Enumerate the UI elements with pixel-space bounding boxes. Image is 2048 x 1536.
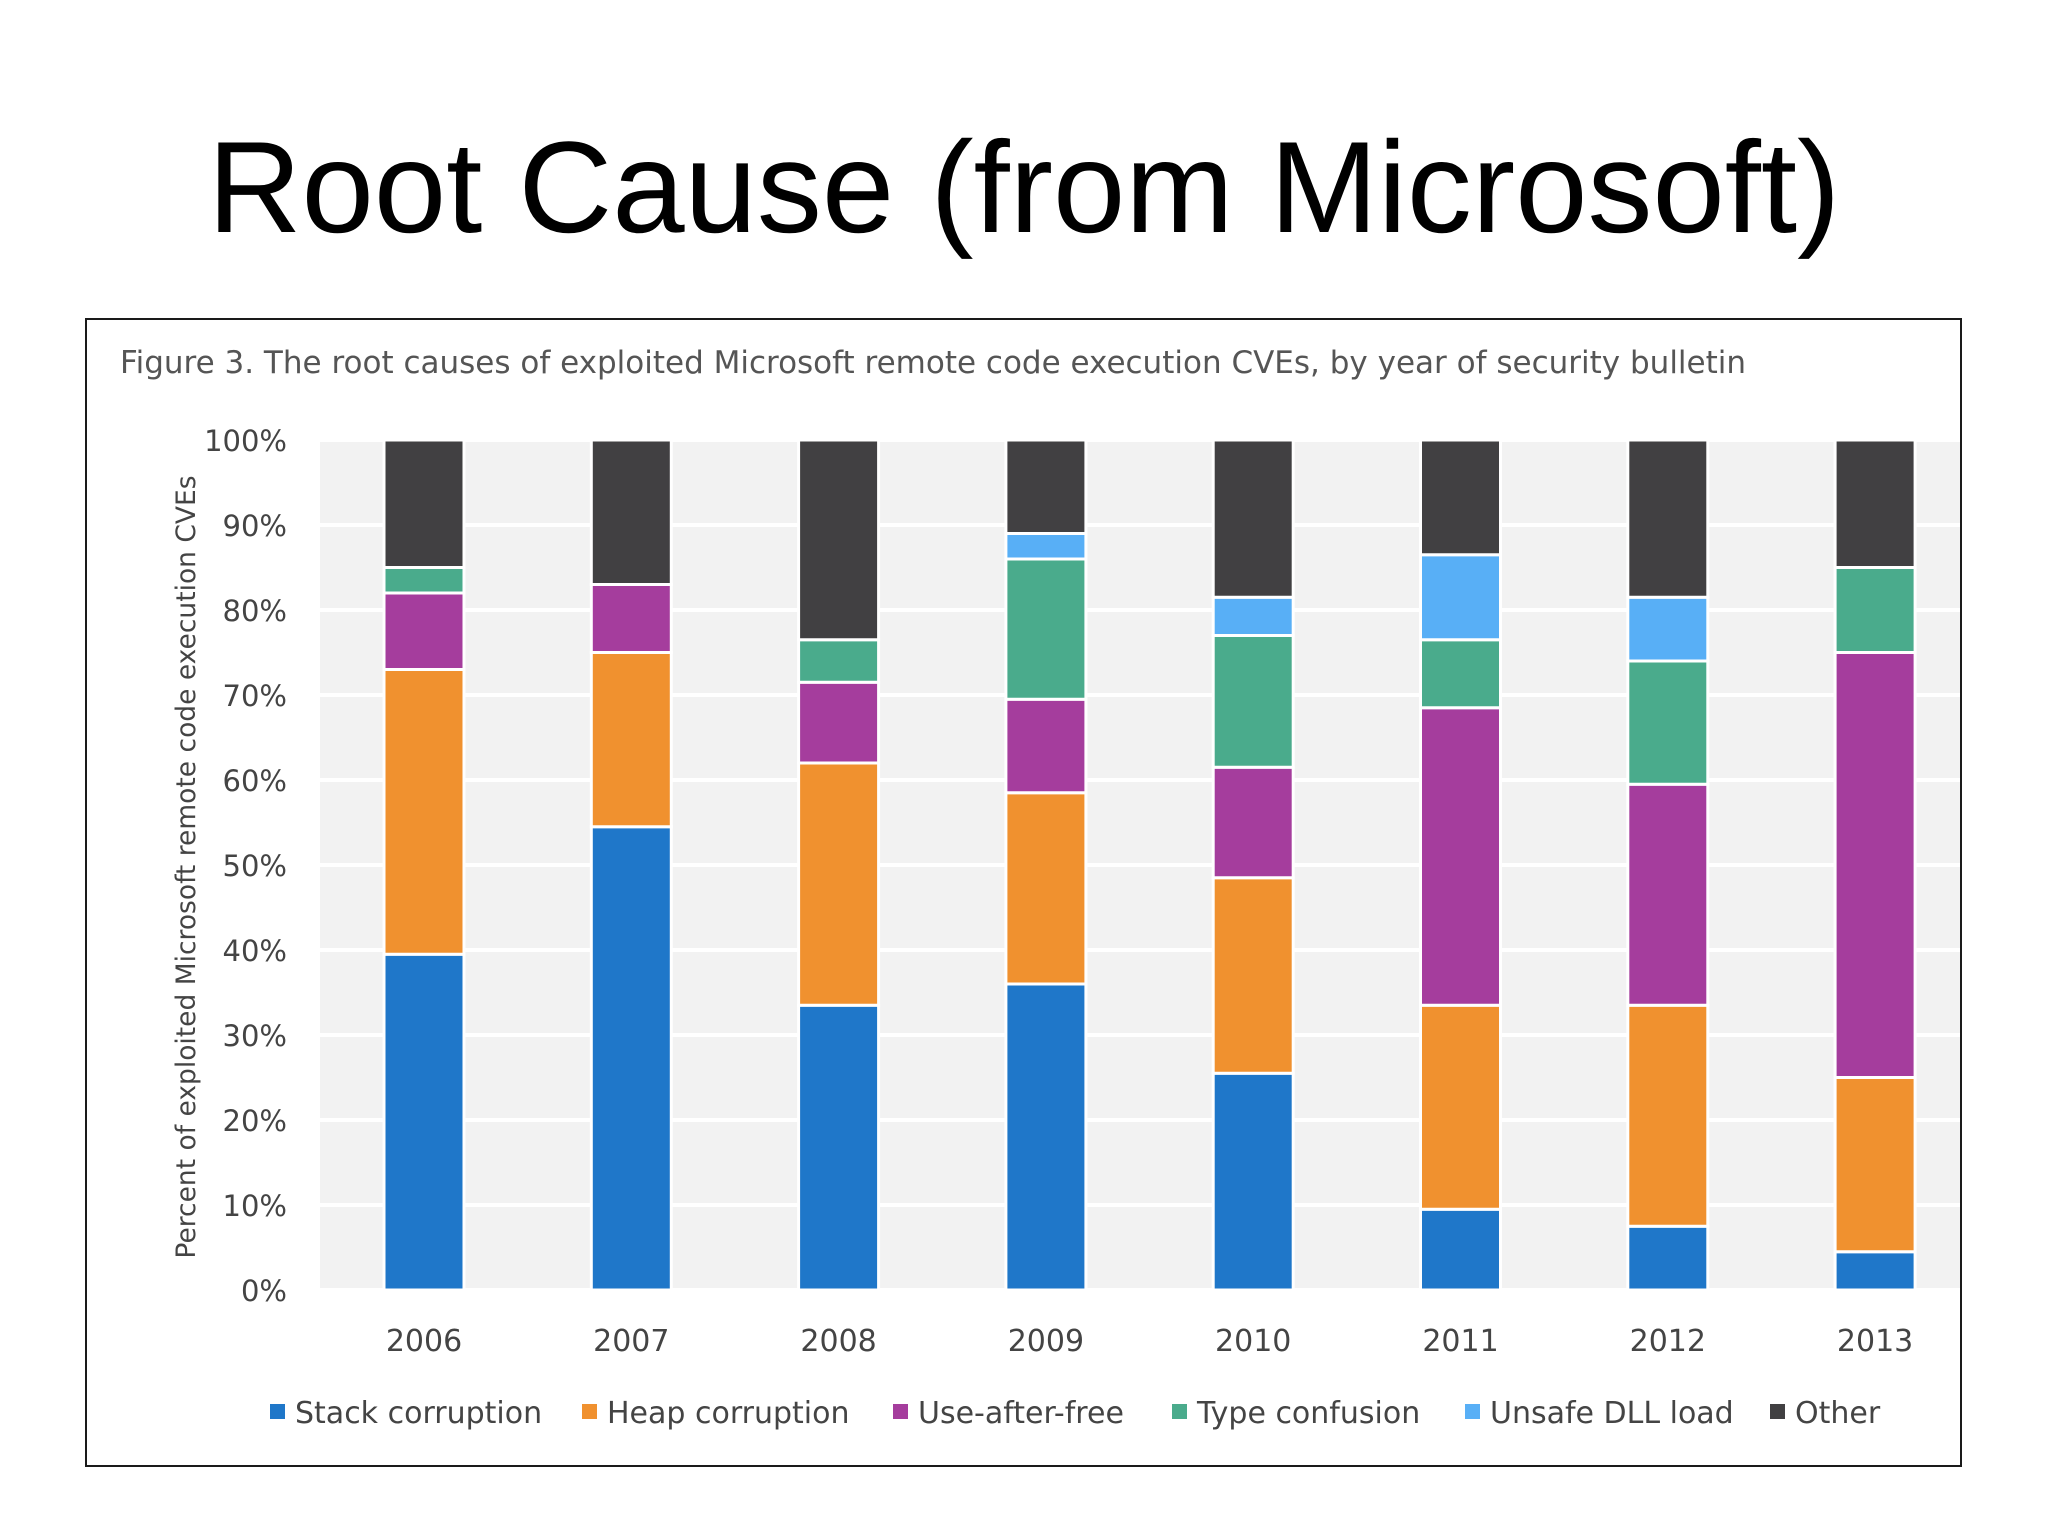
legend-swatch: [893, 1404, 908, 1419]
bar-segment: [1004, 557, 1088, 701]
bar-segment: [1626, 1224, 1710, 1292]
bar-segment: [797, 761, 881, 1007]
bar-segment: [1833, 651, 1917, 1079]
y-axis-title: Percent of exploited Microsoft remote co…: [171, 475, 202, 1258]
legend-label: Type confusion: [1196, 1396, 1420, 1431]
bar-segment: [797, 638, 881, 684]
legend-label: Other: [1795, 1396, 1881, 1431]
bar-segment: [797, 1003, 881, 1292]
bar-segment: [1626, 438, 1710, 599]
legend-label: Unsafe DLL load: [1490, 1396, 1734, 1431]
y-tick-label: 80%: [223, 594, 287, 628]
y-tick-label: 40%: [223, 934, 287, 968]
bar-segment: [589, 438, 673, 586]
bar-segment: [1211, 438, 1295, 599]
bar-segment: [1004, 532, 1088, 561]
legend-label: Heap corruption: [607, 1396, 850, 1431]
y-tick-label: 100%: [204, 424, 287, 458]
legend-swatch: [270, 1404, 285, 1419]
bar-segment: [1626, 595, 1710, 663]
bar-segment: [382, 668, 466, 956]
bar-segment: [1833, 566, 1917, 654]
bar-segment: [797, 680, 881, 765]
legend-swatch: [1465, 1404, 1480, 1419]
bar-segment: [1004, 438, 1088, 535]
bar-segment: [1833, 1250, 1917, 1292]
legend-label: Stack corruption: [295, 1396, 542, 1431]
bar-segment: [1211, 876, 1295, 1075]
x-tick-label: 2009: [1008, 1324, 1084, 1359]
legend-swatch: [1172, 1404, 1187, 1419]
bar-segment: [589, 583, 673, 654]
bar-segment: [1004, 697, 1088, 795]
y-tick-label: 60%: [223, 764, 287, 798]
bar-segment: [1626, 659, 1710, 786]
bar-segment: [1626, 782, 1710, 1007]
bar-segment: [1211, 765, 1295, 880]
x-tick-label: 2007: [593, 1324, 669, 1359]
bar-segment: [1419, 553, 1502, 642]
bar-segment: [797, 438, 881, 642]
y-tick-label: 30%: [223, 1019, 287, 1053]
bar-segment: [589, 651, 673, 829]
bar-segment: [1419, 438, 1502, 557]
y-tick-label: 10%: [223, 1189, 287, 1223]
figure-caption: Figure 3. The root causes of exploited M…: [120, 345, 1747, 381]
legend-label: Use-after-free: [918, 1396, 1124, 1431]
y-tick-label: 70%: [223, 679, 287, 713]
slide-title: Root Cause (from Microsoft): [207, 114, 1841, 260]
legend-swatch: [1770, 1404, 1785, 1419]
bar-segment: [589, 825, 673, 1292]
x-tick-label: 2006: [386, 1324, 462, 1359]
bar-segment: [1419, 706, 1502, 1007]
bar-segment: [1004, 982, 1088, 1292]
bar-segment: [382, 566, 466, 595]
y-tick-label: 20%: [223, 1104, 287, 1138]
x-tick-label: 2013: [1837, 1324, 1913, 1359]
bar-segment: [1419, 1207, 1502, 1292]
x-tick-label: 2008: [800, 1324, 876, 1359]
bar-segment: [382, 438, 466, 569]
bar-segment: [1626, 1003, 1710, 1228]
bar-segment: [1211, 595, 1295, 637]
x-tick-label: 2011: [1422, 1324, 1498, 1359]
bar-segment: [1419, 638, 1502, 710]
bar-segment: [1419, 1003, 1502, 1211]
bar-segment: [1211, 634, 1295, 769]
y-tick-label: 50%: [223, 849, 287, 883]
x-tick-label: 2012: [1630, 1324, 1706, 1359]
bar-segment: [382, 952, 466, 1292]
bar-segment: [1833, 438, 1917, 569]
bar-segment: [1004, 791, 1088, 986]
bar-segment: [382, 591, 466, 671]
y-tick-label: 0%: [241, 1274, 287, 1308]
y-tick-label: 90%: [223, 509, 287, 543]
x-tick-label: 2010: [1215, 1324, 1291, 1359]
bar-segment: [1211, 1071, 1295, 1292]
bar-segment: [1833, 1076, 1917, 1254]
legend-swatch: [582, 1404, 597, 1419]
